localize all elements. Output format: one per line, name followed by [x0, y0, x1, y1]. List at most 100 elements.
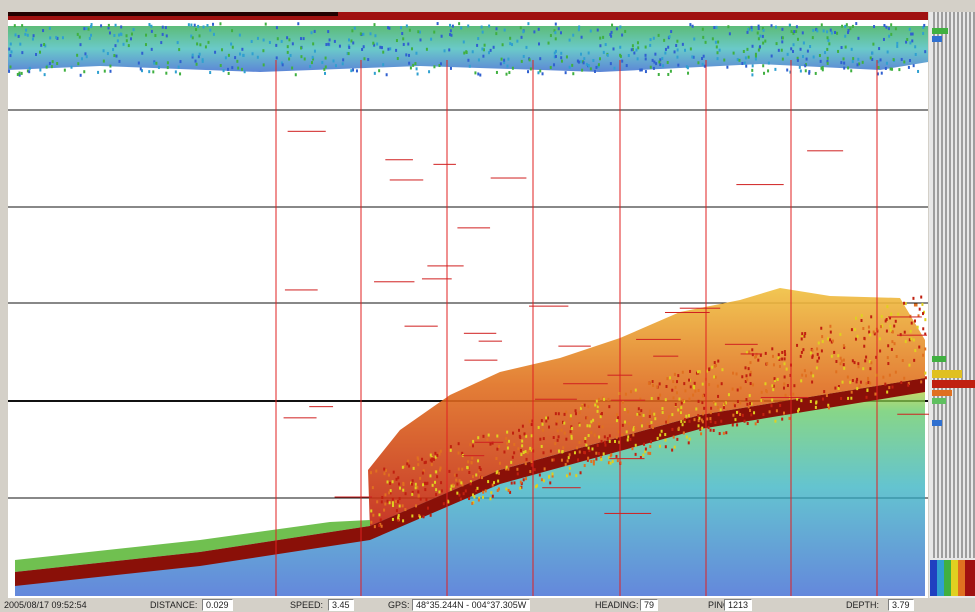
field-value: 3.45 — [328, 599, 354, 611]
noise-speck — [376, 500, 378, 503]
noise-speck — [762, 64, 764, 67]
noise-speck — [800, 355, 802, 358]
noise-speck — [526, 458, 528, 461]
noise-speck — [241, 48, 243, 51]
noise-speck — [354, 27, 356, 30]
noise-speck — [745, 366, 747, 369]
noise-speck — [431, 463, 433, 466]
noise-speck — [688, 441, 690, 444]
noise-speck — [619, 46, 621, 49]
noise-speck — [716, 26, 718, 29]
noise-speck — [604, 444, 606, 447]
noise-speck — [598, 452, 600, 455]
noise-speck — [604, 435, 606, 438]
noise-speck — [688, 379, 690, 382]
noise-speck — [614, 67, 616, 70]
noise-speck — [678, 427, 680, 430]
noise-speck — [145, 43, 147, 46]
noise-speck — [568, 456, 570, 459]
noise-speck — [465, 489, 467, 492]
noise-speck — [816, 366, 818, 369]
noise-speck — [626, 64, 628, 67]
noise-speck — [812, 29, 814, 32]
noise-speck — [441, 489, 443, 492]
noise-speck — [761, 391, 763, 394]
noise-speck — [9, 65, 11, 68]
noise-speck — [32, 38, 34, 41]
noise-speck — [710, 407, 712, 410]
noise-speck — [717, 360, 719, 363]
noise-speck — [538, 42, 540, 45]
noise-speck — [372, 42, 374, 45]
noise-speck — [482, 496, 484, 499]
noise-speck — [212, 23, 214, 26]
track-dot — [422, 278, 452, 279]
track-dot — [611, 400, 645, 401]
noise-speck — [486, 438, 488, 441]
noise-speck — [503, 451, 505, 454]
noise-speck — [857, 362, 859, 365]
noise-speck — [458, 494, 460, 497]
noise-speck — [166, 34, 168, 37]
noise-speck — [800, 399, 802, 402]
noise-speck — [522, 425, 524, 428]
noise-speck — [903, 60, 905, 63]
noise-speck — [440, 450, 442, 453]
noise-speck — [541, 445, 543, 448]
noise-speck — [720, 408, 722, 411]
noise-speck — [757, 359, 759, 362]
noise-speck — [236, 60, 238, 63]
noise-speck — [784, 357, 786, 360]
noise-speck — [551, 459, 553, 462]
noise-speck — [555, 422, 557, 425]
noise-speck — [456, 474, 458, 477]
noise-speck — [405, 492, 407, 495]
noise-speck — [914, 349, 916, 352]
noise-speck — [407, 43, 409, 46]
noise-speck — [802, 348, 804, 351]
noise-speck — [550, 66, 552, 69]
noise-speck — [232, 46, 234, 49]
noise-speck — [202, 58, 204, 61]
noise-speck — [916, 304, 918, 307]
noise-speck — [749, 373, 751, 376]
track-dot — [680, 308, 720, 309]
noise-speck — [561, 60, 563, 63]
noise-speck — [300, 46, 302, 49]
noise-speck — [426, 482, 428, 485]
noise-speck — [435, 488, 437, 491]
noise-speck — [865, 356, 867, 359]
noise-speck — [482, 31, 484, 34]
noise-speck — [635, 389, 637, 392]
noise-speck — [683, 431, 685, 434]
noise-speck — [120, 33, 122, 36]
noise-speck — [917, 326, 919, 329]
noise-speck — [766, 362, 768, 365]
noise-speck — [833, 351, 835, 354]
noise-speck — [636, 413, 638, 416]
noise-speck — [601, 440, 603, 443]
noise-speck — [847, 31, 849, 34]
noise-speck — [923, 24, 925, 27]
noise-speck — [801, 337, 803, 340]
noise-speck — [49, 36, 51, 39]
noise-speck — [826, 30, 828, 33]
noise-speck — [555, 23, 557, 26]
noise-speck — [624, 421, 626, 424]
noise-speck — [436, 454, 438, 457]
noise-speck — [903, 302, 905, 305]
noise-speck — [97, 71, 99, 74]
noise-speck — [356, 69, 358, 72]
noise-speck — [886, 305, 888, 308]
noise-speck — [476, 44, 478, 47]
noise-speck — [625, 393, 627, 396]
noise-speck — [902, 359, 904, 362]
noise-speck — [426, 48, 428, 51]
noise-speck — [887, 344, 889, 347]
noise-speck — [821, 335, 823, 338]
noise-speck — [46, 66, 48, 69]
noise-speck — [297, 22, 299, 25]
noise-speck — [856, 378, 858, 381]
noise-speck — [602, 425, 604, 428]
noise-speck — [637, 41, 639, 44]
